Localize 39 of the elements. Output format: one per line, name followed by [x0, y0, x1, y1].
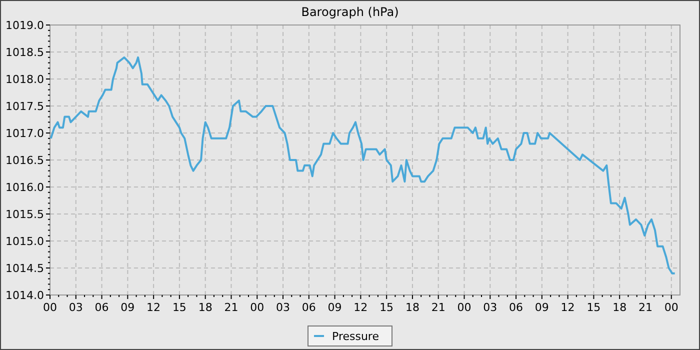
y-tick-label: 1019.0 [6, 19, 44, 32]
x-tick-label: 09 [328, 301, 342, 314]
x-tick-label: 18 [612, 301, 627, 314]
y-tick-label: 1014.5 [6, 262, 44, 275]
x-tick-label: 18 [198, 301, 212, 314]
y-tick-label: 1017.5 [6, 100, 44, 113]
x-tick-label: 18 [405, 301, 420, 314]
x-tick-label: 15 [586, 301, 601, 314]
x-tick-label: 00 [43, 301, 57, 314]
x-tick-label: 06 [509, 301, 524, 314]
y-tick-label: 1014.0 [6, 289, 44, 302]
y-tick-label: 1018.0 [6, 73, 44, 86]
x-tick-label: 12 [146, 301, 161, 314]
x-tick-label: 21 [638, 301, 652, 314]
x-tick-label: 03 [483, 301, 498, 314]
legend-label: Pressure [332, 330, 380, 343]
y-tick-label: 1018.5 [6, 46, 44, 59]
y-tick-label: 1016.5 [6, 154, 44, 167]
x-tick-label: 03 [276, 301, 290, 314]
y-tick-label: 1015.5 [6, 208, 44, 221]
chart-title: Barograph (hPa) [301, 5, 399, 19]
x-tick-label: 00 [664, 301, 678, 314]
x-tick-label: 15 [172, 301, 186, 314]
x-tick-label: 09 [120, 301, 135, 314]
line-series [50, 56, 676, 274]
y-tick-label: 1015.0 [6, 235, 44, 248]
x-tick-label: 00 [457, 301, 472, 314]
x-tick-label: 03 [68, 301, 83, 314]
x-tick-label: 06 [302, 301, 316, 314]
x-tick-label: 21 [224, 301, 238, 314]
x-tick-label: 15 [380, 301, 394, 314]
x-tick-label: 21 [431, 301, 446, 314]
x-tick-label: 12 [560, 301, 575, 314]
x-tick-label: 00 [250, 301, 264, 314]
x-tick-label: 09 [534, 301, 549, 314]
y-tick-label: 1016.0 [6, 181, 44, 194]
y-tick-label: 1017.0 [6, 127, 44, 140]
x-tick-label: 06 [94, 301, 109, 314]
x-tick-label: 12 [354, 301, 368, 314]
